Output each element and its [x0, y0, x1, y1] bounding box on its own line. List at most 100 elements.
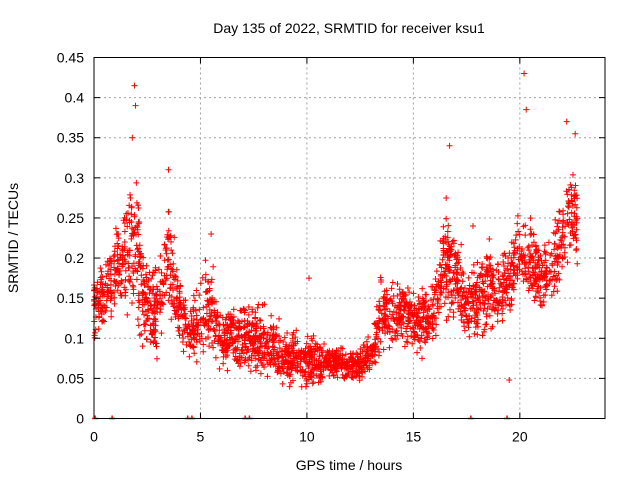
data-point [569, 202, 576, 209]
data-point [496, 299, 503, 306]
data-point [510, 286, 517, 293]
data-point [435, 296, 442, 303]
data-point [316, 374, 323, 381]
data-point [241, 331, 248, 338]
data-point [120, 217, 127, 224]
data-point [238, 354, 245, 361]
data-point [259, 362, 266, 369]
data-point [437, 262, 444, 269]
data-point [499, 297, 506, 304]
data-point [248, 357, 255, 364]
data-point [491, 306, 498, 313]
data-point [131, 82, 138, 89]
data-point [290, 342, 297, 348]
y-tick-label: 0.35 [57, 130, 84, 146]
data-point [554, 220, 561, 227]
data-point [190, 344, 197, 351]
data-point [119, 260, 126, 267]
data-point [206, 306, 213, 313]
data-point [130, 290, 137, 297]
data-point [305, 376, 312, 383]
data-point [380, 295, 387, 302]
data-point [434, 300, 441, 307]
data-point [249, 308, 256, 315]
data-point [525, 287, 532, 294]
y-tick-label: 0.45 [57, 50, 84, 66]
data-point [129, 230, 136, 237]
data-point [423, 298, 430, 305]
data-point [122, 276, 129, 283]
data-point [574, 195, 581, 202]
data-point [442, 239, 449, 246]
data-point [554, 252, 561, 259]
data-point [499, 287, 506, 294]
data-point [295, 347, 302, 354]
data-point [100, 317, 107, 324]
data-point [126, 273, 133, 280]
data-point [508, 297, 515, 304]
data-point [292, 367, 299, 374]
data-point [487, 277, 494, 284]
y-tick-label: 0.4 [65, 90, 85, 106]
data-point [144, 306, 151, 313]
data-point [298, 368, 305, 375]
data-point [226, 323, 233, 330]
data-point [189, 327, 196, 334]
data-point [252, 364, 259, 371]
data-point [563, 219, 570, 226]
data-point [386, 344, 393, 351]
data-point [411, 319, 418, 326]
data-point [212, 354, 219, 361]
data-point [522, 259, 529, 266]
data-point [403, 338, 410, 345]
data-point [93, 289, 100, 296]
data-point [138, 330, 145, 337]
data-point [528, 253, 535, 260]
data-point [453, 260, 460, 267]
data-point [110, 253, 117, 260]
data-point [443, 215, 450, 222]
data-point [255, 350, 262, 357]
data-point [445, 263, 452, 270]
data-point [151, 316, 158, 323]
data-point [453, 270, 460, 277]
data-point [306, 275, 313, 282]
data-point [418, 332, 425, 339]
data-point [458, 272, 465, 279]
data-point [572, 217, 579, 224]
data-point [472, 324, 479, 331]
data-point [136, 258, 143, 265]
data-point [200, 341, 207, 348]
data-point [506, 250, 513, 257]
data-point [446, 142, 453, 149]
data-point [211, 337, 218, 344]
data-point [569, 171, 576, 178]
data-point [564, 259, 571, 266]
data-point [445, 266, 452, 273]
data-point [493, 297, 500, 304]
data-point [312, 340, 319, 347]
data-point [440, 223, 447, 230]
data-point [483, 311, 490, 318]
data-point [573, 247, 580, 254]
data-point [253, 324, 260, 330]
data-point [200, 304, 207, 311]
data-point [249, 348, 256, 355]
data-point [309, 380, 316, 387]
data-point [398, 324, 405, 331]
data-point [252, 315, 259, 322]
data-point [142, 271, 149, 278]
data-point [562, 223, 569, 230]
data-point [189, 343, 196, 350]
data-point [147, 322, 154, 329]
data-point [571, 222, 578, 229]
data-point [475, 296, 482, 303]
data-point [416, 326, 423, 333]
data-point [519, 271, 526, 278]
data-point [134, 226, 141, 233]
data-point [403, 300, 410, 307]
data-point [441, 268, 448, 275]
data-point [236, 326, 243, 333]
data-point [360, 342, 367, 349]
data-point [401, 343, 408, 350]
